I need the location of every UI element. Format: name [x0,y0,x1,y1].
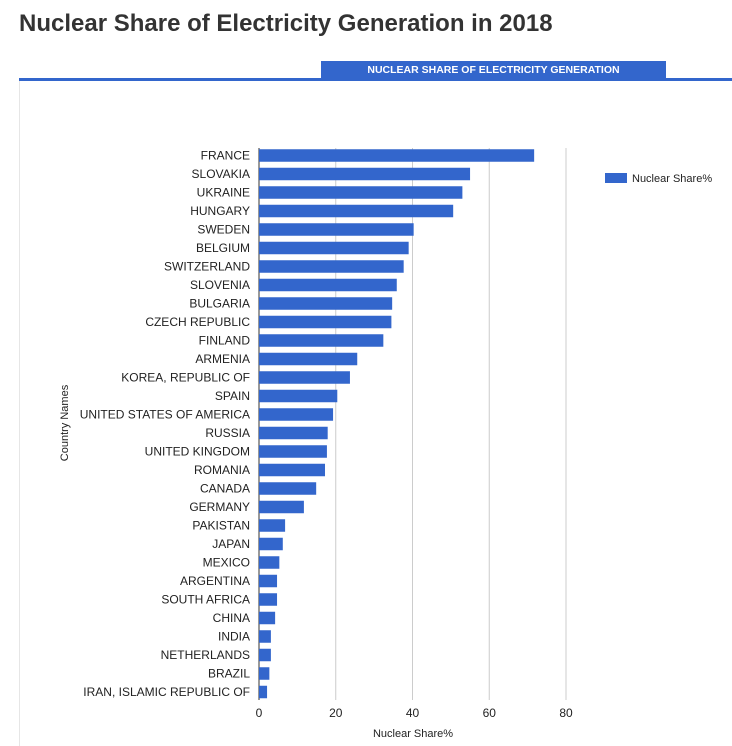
category-label: RUSSIA [205,426,250,440]
bar[interactable] [259,648,271,662]
category-label: ARGENTINA [180,574,250,588]
bar[interactable] [259,315,392,329]
bar[interactable] [259,500,304,514]
bar[interactable] [259,204,454,218]
category-label: ARMENIA [195,352,250,366]
category-label: CHINA [213,611,250,625]
category-label: ROMANIA [194,463,250,477]
category-label: PAKISTAN [192,519,250,533]
bar[interactable] [259,463,326,477]
x-tick-label: 40 [406,706,420,720]
bar[interactable] [259,334,384,347]
category-label: FINLAND [199,334,251,348]
category-label: CANADA [200,482,250,496]
bar[interactable] [259,556,280,569]
category-label: UKRAINE [197,186,250,200]
category-label: SLOVENIA [190,278,250,292]
category-labels: FRANCE SLOVAKIA UKRAINE HUNGARY SWEDEN BELGIU… [80,149,251,700]
category-label: UNITED STATES OF AMERICA [80,408,250,422]
category-label: BULGARIA [189,297,250,311]
category-label: BRAZIL [208,667,250,681]
x-tick-label: 0 [256,706,263,720]
category-label: BELGIUM [196,241,250,255]
panel-border [19,81,20,746]
category-label: CZECH REPUBLIC [145,315,250,329]
bar[interactable] [259,445,327,458]
bar[interactable] [259,371,350,384]
gridlines [258,148,567,700]
bar[interactable] [259,482,317,495]
y-axis-title: Country Names [59,384,71,461]
bar[interactable] [259,667,270,680]
bar[interactable] [259,149,535,162]
category-label: GERMANY [189,500,250,514]
x-tick-label: 60 [483,706,497,720]
bar[interactable] [259,519,286,532]
x-tick-label: 20 [329,706,343,720]
bar[interactable] [259,408,334,421]
bar[interactable] [259,426,328,440]
bar[interactable] [259,574,278,588]
category-label: SWITZERLAND [164,260,250,274]
bar[interactable] [259,186,463,199]
bar[interactable] [259,278,397,292]
category-label: IRAN, ISLAMIC REPUBLIC OF [83,685,250,699]
x-tick-labels: 0 20 40 60 80 [256,706,573,720]
category-label: MEXICO [203,556,250,570]
bar[interactable] [259,537,283,551]
bar[interactable] [259,297,393,310]
bar[interactable] [259,611,276,625]
bar[interactable] [259,685,268,699]
category-label: SLOVAKIA [192,167,250,181]
legend[interactable]: Nuclear Share% [605,173,712,185]
bar[interactable] [259,389,338,403]
bar[interactable] [259,352,358,366]
category-label: SWEDEN [197,223,250,237]
legend-label: Nuclear Share% [632,173,712,185]
x-axis-title: Nuclear Share% [373,728,453,740]
category-label: FRANCE [201,149,250,163]
category-label: INDIA [218,630,250,644]
category-label: SOUTH AFRICA [161,593,250,607]
bar[interactable] [259,593,278,606]
category-label: KOREA, REPUBLIC OF [121,371,250,385]
bars [259,149,535,699]
category-label: UNITED KINGDOM [145,445,250,459]
header-rule [19,78,732,81]
bar[interactable] [259,260,404,273]
bar[interactable] [259,630,271,643]
category-label: SPAIN [215,389,250,403]
bar[interactable] [259,241,409,255]
legend-swatch [605,173,627,183]
category-label: JAPAN [212,537,250,551]
category-label: NETHERLANDS [161,648,250,662]
chart-tab-label[interactable]: NUCLEAR SHARE OF ELECTRICITY GENERATION [321,61,666,80]
page-title: Nuclear Share of Electricity Generation … [19,10,553,37]
category-label: HUNGARY [190,204,250,218]
bar[interactable] [259,223,414,236]
bar[interactable] [259,167,471,181]
x-tick-label: 80 [559,706,573,720]
